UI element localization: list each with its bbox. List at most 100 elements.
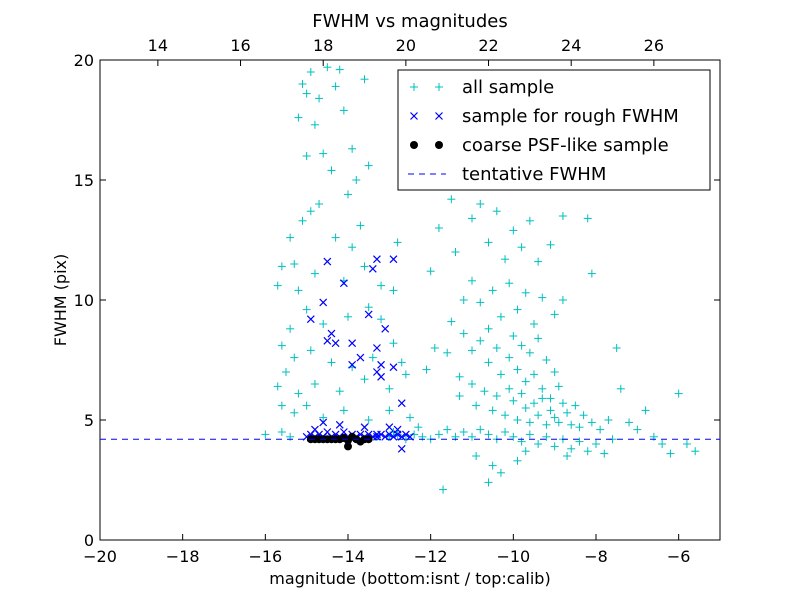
all-sample-point	[513, 456, 522, 465]
all-sample-point	[302, 89, 311, 98]
legend-marker-psf-right	[435, 141, 443, 149]
all-sample-point	[558, 212, 567, 220]
rough-sample-point	[389, 255, 398, 264]
all-sample-point	[496, 312, 505, 321]
all-sample-point	[377, 281, 386, 290]
rough-sample-point	[397, 444, 406, 453]
rough-sample-point	[381, 324, 390, 333]
rough-sample-point	[306, 315, 315, 324]
all-sample-point	[447, 195, 456, 204]
all-sample-point	[286, 324, 295, 333]
all-sample-point	[587, 269, 596, 278]
all-sample-point	[567, 420, 576, 429]
all-sample-point	[691, 447, 700, 456]
all-sample-point	[534, 257, 543, 266]
all-sample-point	[521, 377, 530, 386]
legend-marker-rough-left	[410, 112, 418, 120]
all-sample-point	[389, 339, 398, 348]
x-tick-label: −8	[584, 547, 608, 566]
all-sample-point	[505, 279, 514, 288]
all-sample-point	[273, 382, 282, 391]
legend-marker-psf-left	[410, 141, 418, 149]
series-all-sample	[261, 63, 700, 494]
all-sample-point	[472, 401, 481, 410]
cross-marker-b	[360, 423, 369, 432]
all-sample-point	[546, 406, 555, 415]
all-sample-point	[360, 75, 369, 84]
y-tick-label: 0	[84, 531, 94, 550]
all-sample-point	[335, 387, 344, 396]
rough-sample-point	[327, 329, 336, 338]
all-sample-point	[563, 452, 572, 460]
all-sample-point	[496, 370, 505, 379]
rough-sample-point	[385, 423, 394, 432]
all-sample-point	[583, 447, 592, 456]
all-sample-point	[546, 394, 555, 403]
legend-markers	[408, 83, 446, 175]
all-sample-point	[364, 416, 373, 424]
all-sample-point	[525, 348, 534, 357]
all-sample-point	[393, 238, 402, 247]
all-sample-point	[315, 200, 324, 208]
all-sample-point	[488, 461, 497, 470]
top-x-tick-label: 22	[478, 36, 498, 55]
all-sample-point	[501, 428, 510, 436]
cross-marker-b	[323, 257, 332, 266]
all-sample-point	[530, 370, 538, 379]
cross-marker-b	[306, 315, 315, 324]
cross-marker-b	[331, 339, 340, 348]
rough-sample-point	[348, 360, 357, 369]
all-sample-point	[331, 233, 340, 242]
x-tick-label: −20	[83, 547, 117, 566]
all-sample-point	[674, 389, 683, 398]
all-sample-point	[294, 286, 303, 295]
y-tick-label: 5	[84, 411, 94, 430]
all-sample-point	[261, 430, 270, 439]
all-sample-point	[488, 406, 497, 415]
all-sample-point	[538, 384, 547, 393]
top-x-tick-label: 24	[561, 36, 581, 55]
all-sample-point	[509, 332, 518, 340]
all-sample-point	[306, 68, 315, 76]
all-sample-point	[439, 485, 448, 494]
all-sample-point	[476, 336, 485, 345]
all-sample-point	[277, 401, 286, 410]
x-tick-label: −12	[414, 547, 448, 566]
axis-ticks: −20 −18 −16 −14 −12 −10 −8 −6 14 16 18 20 22 24 26 0 5 10…	[74, 36, 720, 566]
all-sample-point	[492, 392, 501, 400]
cross-marker-b	[373, 344, 381, 352]
all-sample-point	[434, 430, 443, 439]
all-sample-point	[596, 425, 605, 434]
all-sample-point	[348, 144, 357, 153]
all-sample-point	[571, 401, 580, 410]
all-sample-point	[476, 200, 485, 208]
all-sample-point	[377, 315, 386, 324]
top-x-tick-label: 14	[148, 36, 168, 55]
all-sample-point	[277, 262, 286, 271]
all-sample-point	[480, 387, 489, 396]
all-sample-point	[550, 413, 559, 422]
x-axis-label: magnitude (bottom:isnt / top:calib)	[269, 569, 550, 588]
all-sample-point	[513, 305, 522, 314]
cross-marker-b	[381, 324, 390, 333]
all-sample-point	[505, 384, 514, 393]
all-sample-point	[364, 303, 373, 312]
all-sample-point	[410, 430, 419, 439]
x-tick-label: −6	[667, 547, 691, 566]
cross-marker-b	[389, 363, 398, 372]
all-sample-point	[406, 413, 414, 422]
all-sample-point	[583, 214, 592, 223]
top-x-tick-label: 26	[644, 36, 664, 55]
all-sample-point	[484, 358, 493, 367]
all-sample-point	[277, 428, 286, 436]
cross-marker-b	[373, 368, 381, 376]
all-sample-point	[327, 166, 336, 175]
all-sample-point	[368, 353, 377, 362]
x-tick-label: −10	[496, 547, 530, 566]
all-sample-point	[414, 423, 423, 432]
all-sample-point	[550, 310, 559, 319]
all-sample-point	[352, 176, 361, 184]
cross-marker-b	[401, 430, 410, 439]
all-sample-point	[496, 468, 505, 477]
